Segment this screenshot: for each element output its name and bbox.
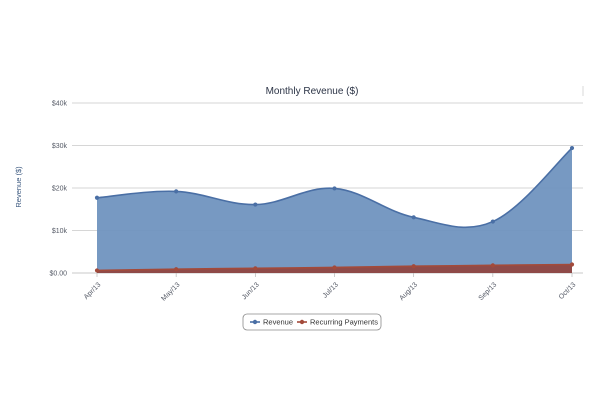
x-tick-label: Aug/13 xyxy=(398,281,419,302)
x-tick-label: Oct/13 xyxy=(558,281,578,301)
data-point[interactable] xyxy=(569,145,575,151)
data-point[interactable] xyxy=(174,189,179,194)
y-tick-label: $20k xyxy=(52,186,68,193)
legend-item-label[interactable]: Revenue xyxy=(263,318,293,327)
data-point[interactable] xyxy=(94,268,100,273)
data-point[interactable] xyxy=(94,195,100,200)
data-point[interactable] xyxy=(174,267,179,272)
series-area-0 xyxy=(97,148,572,273)
data-point[interactable] xyxy=(490,263,495,268)
data-point[interactable] xyxy=(332,265,337,270)
data-point[interactable] xyxy=(569,262,575,267)
x-tick-label: Apr/13 xyxy=(83,281,103,301)
data-point[interactable] xyxy=(332,186,337,191)
data-point[interactable] xyxy=(411,264,416,269)
chart-title: Monthly Revenue ($) xyxy=(266,86,359,97)
data-point[interactable] xyxy=(490,219,495,224)
x-axis: Apr/13 May/13 Jun/13 Jul/13 Aug/13 Sep/13 Oct/… xyxy=(83,273,578,303)
y-axis-label: Revenue ($) xyxy=(14,166,23,208)
y-tick-label: $40k xyxy=(52,101,68,108)
legend-marker xyxy=(299,319,305,325)
data-point[interactable] xyxy=(411,215,416,220)
legend-marker xyxy=(252,319,258,325)
y-tick-label: $30k xyxy=(52,143,68,150)
data-point[interactable] xyxy=(253,202,258,207)
legend: Revenue Recurring Payments xyxy=(242,313,382,331)
y-axis: $0.00 $10k $20k $30k $40k xyxy=(49,101,67,278)
x-tick-label: Sep/13 xyxy=(478,281,499,302)
y-tick-label: $0.00 xyxy=(49,271,67,278)
x-tick-label: Jun/13 xyxy=(241,281,261,301)
data-point[interactable] xyxy=(253,266,258,271)
x-tick-label: Jul/13 xyxy=(322,281,340,299)
plot-area xyxy=(94,145,575,273)
x-tick-label: May/13 xyxy=(160,281,181,302)
legend-item-label[interactable]: Recurring Payments xyxy=(310,318,378,327)
legend-box xyxy=(242,313,382,331)
y-tick-label: $10k xyxy=(52,228,68,235)
